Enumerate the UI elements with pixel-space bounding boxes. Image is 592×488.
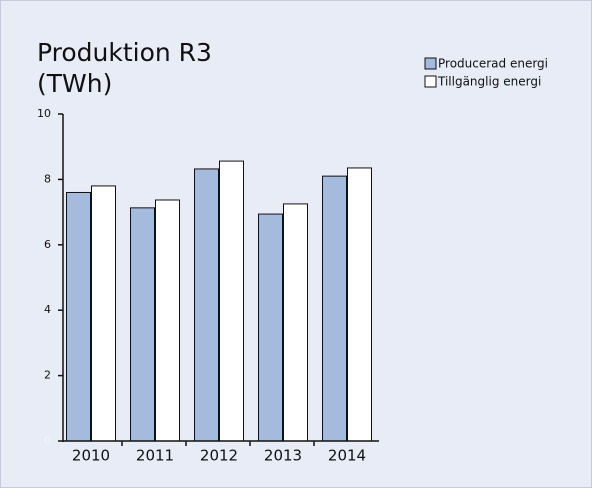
legend-label: Tillgänglig energi	[437, 75, 541, 89]
bar	[347, 167, 372, 442]
bar	[194, 168, 219, 442]
chart-title: Produktion R3 (TWh)	[37, 38, 212, 98]
legend-swatch	[424, 75, 437, 88]
y-tick-label: 2	[44, 369, 51, 382]
x-tick-label: 2014	[328, 447, 366, 465]
legend-label: Producerad energi	[438, 57, 548, 71]
y-tick-label: 6	[44, 238, 51, 251]
bar	[91, 185, 116, 442]
x-tick-label: 2010	[72, 447, 110, 465]
y-tick-label: 10	[37, 107, 51, 120]
bar	[155, 199, 180, 442]
bar	[258, 213, 283, 442]
bar	[130, 207, 155, 442]
bar	[219, 160, 244, 442]
x-tick-label: 2013	[264, 447, 302, 465]
y-tick-label: 0	[44, 434, 51, 447]
x-tick-label: 2012	[200, 447, 238, 465]
bar	[66, 191, 91, 442]
x-tick-label: 2011	[136, 447, 174, 465]
y-tick-label: 8	[44, 172, 51, 185]
bar	[322, 175, 347, 442]
bar	[283, 203, 308, 442]
legend-swatch	[424, 57, 437, 70]
y-tick-label: 4	[44, 303, 51, 316]
